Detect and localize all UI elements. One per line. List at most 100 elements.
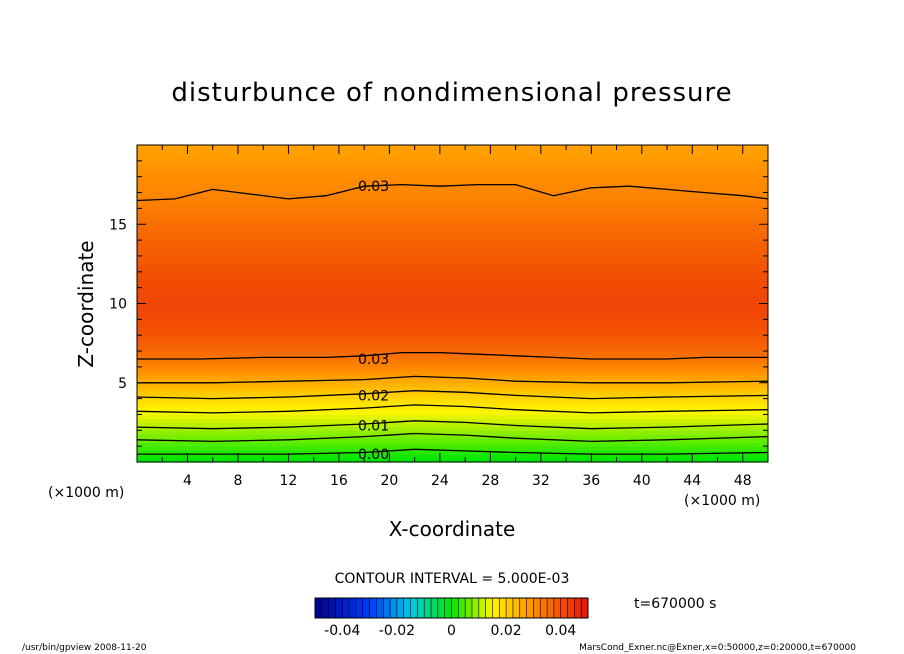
colorbar-cell bbox=[390, 598, 398, 618]
x-tick-label: 48 bbox=[734, 473, 752, 489]
contour-lines bbox=[136, 183, 769, 455]
heatmap-band bbox=[137, 414, 768, 420]
heatmap-band bbox=[137, 291, 768, 297]
footer-left: /usr/bin/gpview 2008-11-20 bbox=[22, 643, 147, 653]
heatmap-band bbox=[137, 323, 768, 328]
colorbar-cell bbox=[321, 598, 330, 618]
colorbar-cell bbox=[417, 598, 425, 618]
x-tick-label: 40 bbox=[633, 473, 651, 489]
heatmap-band bbox=[137, 251, 768, 257]
colorbar-cell bbox=[342, 598, 350, 618]
colorbar-tick-labels: -0.04 -0.02 0 0.02 0.04 bbox=[324, 623, 576, 639]
contour-line bbox=[137, 351, 768, 360]
heatmap-band bbox=[137, 394, 768, 400]
heatmap-band bbox=[137, 152, 768, 158]
heatmap-band bbox=[137, 255, 768, 261]
heatmap-band bbox=[137, 339, 768, 344]
x-tick-label: 28 bbox=[481, 473, 499, 489]
chart-title: disturbunce of nondimensional pressure bbox=[171, 78, 732, 108]
heatmap-band bbox=[137, 188, 768, 194]
heatmap-band bbox=[137, 358, 768, 364]
heatmap-band bbox=[137, 406, 768, 412]
heatmap-band bbox=[137, 180, 768, 186]
heatmap-band bbox=[137, 362, 768, 368]
y-tick-label: 10 bbox=[109, 297, 127, 313]
y-tick-labels: 5 10 15 bbox=[109, 217, 127, 392]
heatmap-band bbox=[137, 343, 768, 348]
heatmap-band bbox=[137, 430, 768, 435]
colorbar-frame bbox=[314, 597, 589, 619]
y-axis-label: Z-coordinate bbox=[74, 240, 98, 367]
colorbar-tick-label: 0.04 bbox=[545, 623, 576, 639]
colorbar-cell bbox=[560, 598, 568, 618]
heatmap-band bbox=[137, 355, 768, 360]
x-unit-label: (×1000 m) bbox=[684, 493, 760, 509]
footer-right: MarsCond_Exner.nc@Exner,x=0:50000,z=0:20… bbox=[579, 643, 856, 653]
heatmap-band bbox=[137, 446, 768, 451]
heatmap-band bbox=[137, 228, 768, 233]
heatmap-band bbox=[137, 347, 768, 352]
heatmap-band bbox=[137, 438, 768, 443]
heatmap-band bbox=[137, 386, 768, 392]
colorbar-cell bbox=[335, 598, 343, 618]
x-tick-label: 36 bbox=[582, 473, 600, 489]
heatmap-band bbox=[137, 216, 768, 221]
heatmap-band bbox=[137, 418, 768, 423]
heatmap-band bbox=[137, 378, 768, 384]
heatmap-band bbox=[137, 370, 768, 376]
y-tick-label: 5 bbox=[118, 376, 127, 392]
contour-label: 0.03 bbox=[358, 179, 389, 195]
heatmap-band bbox=[137, 426, 768, 431]
colorbar-cell bbox=[478, 598, 487, 618]
heatmap-band bbox=[137, 390, 768, 396]
heatmap-band bbox=[137, 366, 768, 372]
colorbar-cell bbox=[471, 598, 480, 618]
colorbar-cell bbox=[465, 598, 473, 618]
colorbar-cell bbox=[437, 598, 446, 618]
colorbar-tick-label: -0.04 bbox=[324, 623, 360, 639]
heatmap-band bbox=[137, 303, 768, 309]
heatmap-band bbox=[137, 279, 768, 285]
axis-ticks bbox=[136, 144, 769, 463]
heatmap-band bbox=[137, 196, 768, 202]
heatmap-band bbox=[137, 287, 768, 293]
heatmap-band bbox=[137, 259, 768, 265]
heatmap-band bbox=[137, 434, 768, 439]
heatmap-band bbox=[137, 263, 768, 269]
colorbar-cell bbox=[458, 598, 466, 618]
heatmap-band bbox=[137, 315, 768, 320]
colorbar-cell bbox=[499, 598, 507, 618]
time-label: t=670000 s bbox=[634, 596, 716, 612]
heatmap-band bbox=[137, 331, 768, 336]
heatmap-band bbox=[137, 283, 768, 289]
heatmap-band bbox=[137, 224, 768, 229]
heatmap-band bbox=[137, 311, 768, 316]
heatmap-band bbox=[137, 335, 768, 340]
colorbar-cell bbox=[512, 598, 521, 618]
colorbar-cell bbox=[526, 598, 534, 618]
heatmap-band bbox=[137, 168, 768, 174]
heatmap-band bbox=[137, 156, 768, 162]
heatmap-band bbox=[137, 208, 768, 213]
contour-interval-text: CONTOUR INTERVAL = 5.000E-03 bbox=[335, 571, 570, 587]
colorbar-cell bbox=[540, 598, 548, 618]
contour-line bbox=[137, 375, 769, 384]
heatmap-band bbox=[137, 307, 768, 313]
heatmap-band bbox=[137, 271, 768, 277]
colorbar-tick-label: -0.02 bbox=[379, 623, 415, 639]
contour-line bbox=[136, 183, 769, 202]
colorbar-cell bbox=[424, 598, 432, 618]
x-tick-label: 16 bbox=[330, 473, 348, 489]
x-tick-labels: 4 8 12 16 20 24 28 32 36 40 44 48 bbox=[183, 473, 752, 489]
colorbar-cell bbox=[369, 598, 377, 618]
heatmap-band bbox=[137, 327, 768, 332]
colorbar-cell bbox=[362, 598, 370, 618]
heatmap-band bbox=[137, 192, 768, 198]
colorbar bbox=[314, 598, 589, 618]
heatmap-band bbox=[137, 145, 768, 150]
x-tick-label: 20 bbox=[380, 473, 398, 489]
heatmap-band bbox=[137, 184, 768, 190]
heatmap-band bbox=[137, 319, 768, 324]
x-tick-label: 12 bbox=[280, 473, 298, 489]
